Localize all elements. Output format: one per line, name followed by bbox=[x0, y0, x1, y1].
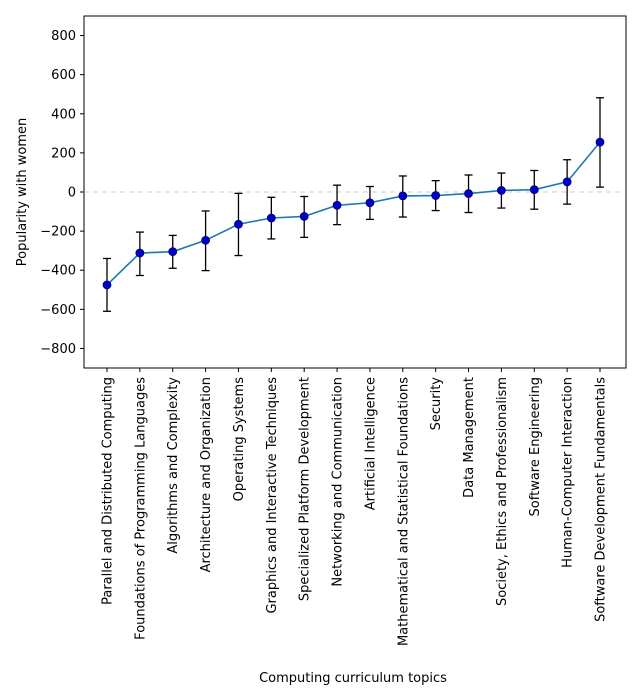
data-point bbox=[234, 219, 243, 229]
data-point bbox=[201, 235, 211, 245]
data-point bbox=[332, 200, 342, 210]
y-axis-label: Popularity with women bbox=[15, 118, 30, 266]
x-tick-label: Artificial Intelligence bbox=[363, 377, 378, 510]
x-tick-label: Foundations of Programming Languages bbox=[133, 377, 148, 640]
data-point bbox=[365, 198, 375, 208]
x-tick-label: Graphics and Interactive Techniques bbox=[265, 377, 280, 614]
x-tick-label: Parallel and Distributed Computing bbox=[101, 377, 116, 605]
y-tick-label: 200 bbox=[51, 146, 76, 161]
data-point bbox=[266, 213, 276, 223]
x-tick-label: Networking and Communication bbox=[331, 377, 346, 587]
x-axis-label: Computing curriculum topics bbox=[259, 671, 447, 686]
x-axis: Parallel and Distributed Computing Founda… bbox=[101, 368, 609, 646]
error-bars bbox=[103, 97, 604, 312]
y-tick-label: −800 bbox=[40, 342, 76, 357]
data-point bbox=[496, 186, 506, 195]
data-point bbox=[431, 191, 441, 200]
x-tick-label: Operating Systems bbox=[232, 377, 247, 502]
x-tick-label: Architecture and Organization bbox=[199, 377, 214, 572]
x-tick-label: Mathematical and Statistical Foundations bbox=[396, 377, 411, 646]
x-tick-label: Software Engineering bbox=[528, 377, 543, 516]
y-tick-label: 400 bbox=[51, 107, 76, 122]
y-tick-label: −200 bbox=[40, 225, 76, 240]
data-point bbox=[529, 185, 539, 195]
data-point bbox=[398, 191, 408, 201]
y-tick-label: −600 bbox=[40, 303, 76, 318]
y-tick-label: 0 bbox=[68, 186, 76, 201]
series-line bbox=[106, 141, 601, 286]
x-tick-label: Security bbox=[429, 377, 444, 431]
data-point bbox=[102, 280, 112, 290]
x-tick-label: Human-Computer Interaction bbox=[561, 377, 576, 568]
y-tick-label: 600 bbox=[51, 68, 76, 83]
data-points bbox=[102, 137, 605, 290]
x-tick-label: Society, Ethics and Professionalism bbox=[495, 377, 510, 606]
data-point bbox=[168, 247, 178, 257]
y-tick-label: 800 bbox=[51, 29, 76, 44]
x-tick-label: Data Management bbox=[462, 377, 477, 498]
data-point bbox=[595, 137, 605, 147]
x-tick-label: Software Development Fundamentals bbox=[594, 377, 609, 622]
y-tick-label: −400 bbox=[40, 264, 76, 279]
data-point bbox=[562, 177, 572, 187]
y-axis: −800 −600 −400 −200 0 200 400 600 800 bbox=[40, 29, 84, 357]
data-point bbox=[464, 189, 473, 198]
x-tick-label: Specialized Platform Development bbox=[298, 377, 313, 601]
x-tick-label: Algorithms and Complexity bbox=[166, 377, 181, 554]
data-point bbox=[135, 248, 145, 258]
data-point bbox=[299, 212, 309, 221]
series-line-layer bbox=[106, 141, 601, 286]
